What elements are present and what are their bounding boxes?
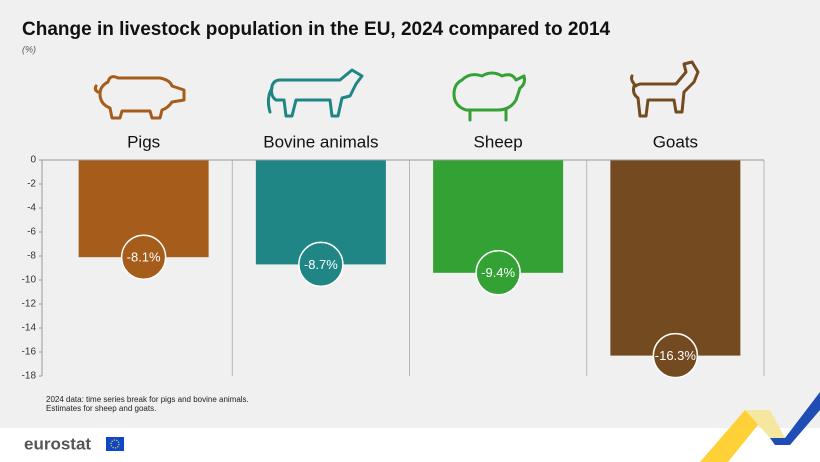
y-tick-label: -18	[22, 371, 37, 382]
eu-flag	[106, 437, 124, 451]
category-label: Goats	[653, 132, 698, 151]
y-tick-label: 0	[30, 155, 36, 166]
value-badge	[652, 332, 699, 379]
value-badge	[298, 241, 344, 288]
y-tick-label: -2	[27, 179, 36, 190]
decoration	[700, 392, 820, 462]
value-label: -16.3%	[655, 348, 697, 363]
y-tick-label: -10	[22, 275, 37, 286]
bar	[610, 160, 741, 356]
icons	[93, 60, 700, 122]
category-label: Bovine animals	[263, 132, 378, 151]
value-label: -8.1%	[127, 250, 161, 265]
category-label: Pigs	[127, 132, 160, 151]
y-tick-label: -16	[22, 347, 37, 358]
note: 2024 data: time series break for pigs an…	[46, 395, 249, 404]
y-tick-label: -12	[22, 299, 37, 310]
y-tick-label: -6	[27, 227, 36, 238]
chart-subtitle: (%)	[22, 44, 36, 54]
value-badge	[475, 250, 521, 296]
logo-text: eurostat	[24, 434, 91, 453]
sheep-icon	[452, 71, 526, 122]
y-tick-label: -8	[27, 251, 36, 262]
y-tick-label: -4	[27, 203, 36, 214]
category-label: Sheep	[474, 132, 523, 151]
y-tick-label: -14	[22, 323, 37, 334]
value-badge	[120, 234, 167, 280]
goat-icon	[630, 60, 700, 118]
note: Estimates for sheep and goats.	[46, 404, 156, 413]
pig-icon	[93, 75, 186, 120]
chart-title: Change in livestock population in the EU…	[22, 19, 611, 40]
cow-icon	[266, 68, 364, 118]
eu-stars	[110, 439, 120, 449]
footer-background	[0, 428, 820, 462]
value-label: -9.4%	[481, 265, 515, 280]
value-label: -8.7%	[304, 257, 338, 272]
